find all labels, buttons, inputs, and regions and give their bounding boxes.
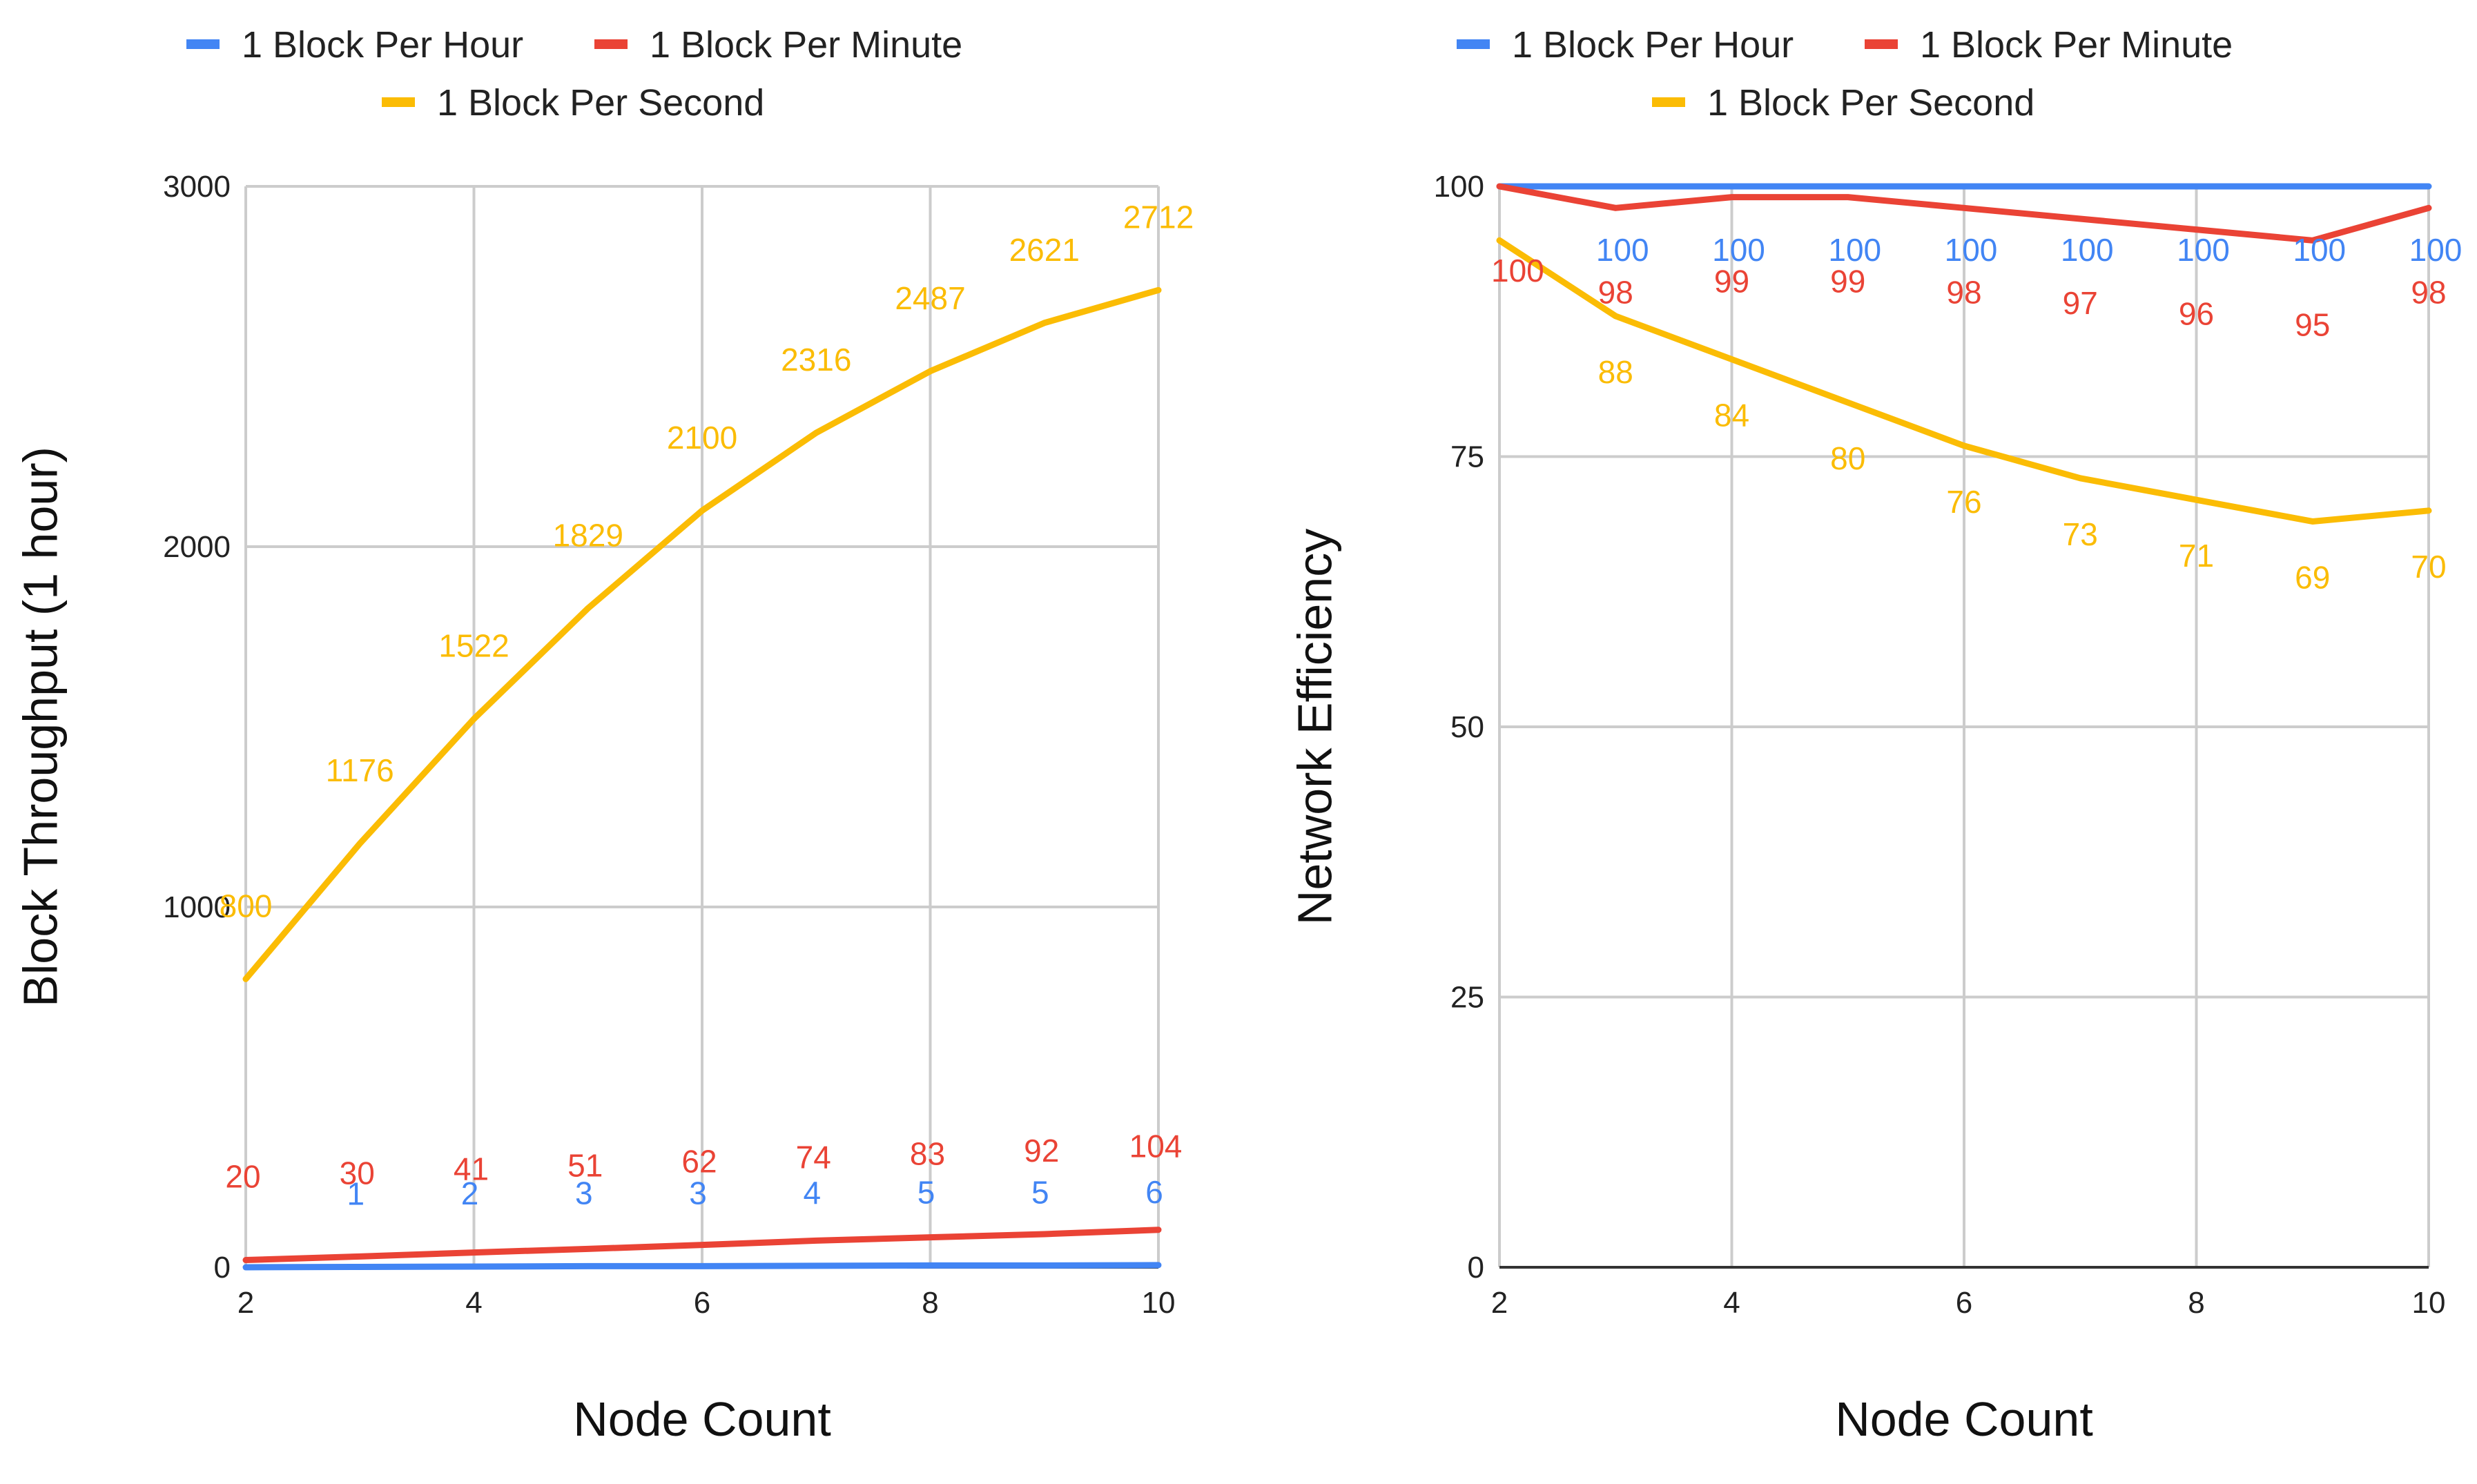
chart1-series-line-1 [242, 1262, 1162, 1271]
chart1-data-label-s2-p2: 30 [340, 1155, 375, 1191]
chart2-data-label-s3-p4: 80 [1830, 440, 1865, 476]
chart2-data-label-s1-p6: 100 [2061, 232, 2114, 268]
chart2-data-label-s1-p9: 100 [2409, 232, 2463, 268]
chart2-data-label-s2-p7: 96 [2179, 296, 2214, 332]
chart2-y-tick-label-5: 100 [1434, 170, 1484, 204]
chart2-y-tick-label-4: 75 [1450, 440, 1484, 474]
chart2-data-label-s2-p1: 100 [1491, 253, 1544, 289]
chart1-data-label-s3-p4: 1829 [553, 517, 623, 553]
chart1-data-label-s3-p5: 2100 [667, 420, 737, 456]
chart1-x-tick-label-5: 10 [1142, 1286, 1176, 1320]
chart2-x-tick-label-5: 10 [2412, 1286, 2446, 1320]
chart2-data-label-s1-p7: 100 [2177, 232, 2230, 268]
chart2-y-axis-title: Network Efficiency [1288, 529, 1341, 925]
chart1-data-label-s3-p8: 2621 [1009, 232, 1080, 268]
chart2-x-tick-label-2: 4 [1723, 1286, 1740, 1320]
chart2-series-line-2 [1496, 183, 2432, 244]
chart2-legend-label-2: 1 Block Per Minute [1920, 24, 2233, 66]
chart1-data-label-s1-p8: 5 [1031, 1174, 1049, 1210]
chart2-data-label-s3-p8: 69 [2295, 559, 2330, 595]
chart1-x-tick-label-1: 2 [237, 1286, 254, 1320]
chart2-data-label-s3-p3: 84 [1714, 398, 1749, 433]
chart2-data-label-s1-p5: 100 [1945, 232, 1998, 268]
chart2-data-label-s3-p6: 73 [2063, 516, 2098, 552]
chart1-y-tick-label-2: 1000 [163, 890, 231, 924]
chart1-x-tick-label-2: 4 [465, 1286, 482, 1320]
chart1-y-tick-label-4: 3000 [163, 170, 231, 204]
chart1-data-label-s2-p9: 104 [1129, 1129, 1183, 1164]
chart2-data-label-s2-p3: 99 [1714, 264, 1749, 300]
chart1-data-label-s2-p1: 20 [225, 1159, 260, 1195]
chart1-data-label-s2-p3: 41 [454, 1151, 489, 1187]
chart1-data-label-s2-p5: 62 [681, 1144, 717, 1180]
chart2-data-label-s2-p9: 98 [2411, 274, 2446, 310]
chart1-data-label-s1-p7: 5 [917, 1174, 935, 1210]
chart2-data-label-s3-p2: 88 [1598, 354, 1633, 390]
chart1-x-tick-label-4: 8 [922, 1286, 938, 1320]
chart1-legend-label-3: 1 Block Per Second [437, 82, 764, 124]
chart2-legend-label-3: 1 Block Per Second [1707, 82, 2034, 124]
chart2-data-label-s1-p2: 100 [1596, 232, 1649, 268]
chart1-x-axis-title: Node Count [573, 1392, 831, 1446]
chart1-data-label-s2-p8: 92 [1024, 1133, 1059, 1169]
chart1-data-label-s3-p9: 2712 [1123, 199, 1194, 235]
chart1-data-label-s3-p2: 1176 [326, 752, 394, 788]
chart2-x-tick-label-1: 2 [1491, 1286, 1508, 1320]
chart1-data-label-s1-p3: 2 [461, 1175, 479, 1211]
chart1-series-line-3 [242, 286, 1162, 982]
chart2-data-label-s2-p5: 98 [1946, 274, 1981, 310]
chart1-data-label-s1-p5: 3 [689, 1175, 707, 1211]
chart2-data-label-s2-p4: 99 [1830, 264, 1865, 300]
chart2-data-label-s1-p4: 100 [1828, 232, 1881, 268]
chart1-legend-label-1: 1 Block Per Hour [242, 24, 523, 66]
chart1-y-tick-label-1: 0 [214, 1251, 231, 1285]
chart1-data-label-s2-p6: 74 [796, 1139, 831, 1175]
chart2-y-tick-label-2: 25 [1450, 981, 1484, 1015]
chart1-data-label-s3-p1: 800 [220, 888, 273, 924]
chart2-legend-label-1: 1 Block Per Hour [1512, 24, 1794, 66]
chart1-data-label-s2-p7: 83 [910, 1136, 945, 1172]
chart2-x-axis-title: Node Count [1835, 1392, 2093, 1446]
chart2-x-tick-label-4: 8 [2188, 1286, 2204, 1320]
chart1-y-axis-title: Block Throughput (1 hour) [13, 447, 67, 1007]
chart2-data-label-s2-p2: 98 [1598, 274, 1633, 310]
chart1-y-tick-label-3: 2000 [163, 530, 231, 564]
chart2-data-label-s2-p6: 97 [2063, 285, 2098, 321]
chart1-data-label-s3-p7: 2487 [895, 280, 965, 316]
chart2-y-tick-label-1: 0 [1468, 1251, 1484, 1285]
chart1-legend-label-2: 1 Block Per Minute [650, 24, 962, 66]
chart1-series-line-2 [242, 1227, 1162, 1264]
chart1-data-label-s1-p2: 1 [347, 1175, 365, 1211]
chart2-x-tick-label-3: 6 [1956, 1286, 1972, 1320]
chart1-data-label-s3-p3: 1522 [438, 628, 509, 664]
chart2-data-label-s3-p9: 70 [2411, 549, 2446, 585]
chart1-data-label-s1-p4: 3 [575, 1175, 593, 1211]
chart1-data-label-s3-p6: 2316 [781, 342, 851, 378]
chart1-data-label-s1-p9: 6 [1145, 1174, 1163, 1210]
chart2-series-line-3 [1496, 237, 2432, 525]
chart2-data-label-s1-p8: 100 [2293, 232, 2346, 268]
chart1-x-tick-label-3: 6 [694, 1286, 710, 1320]
chart2-data-label-s3-p7: 71 [2179, 538, 2214, 574]
chart2-data-label-s2-p8: 95 [2295, 306, 2330, 342]
chart1-data-label-s1-p6: 4 [803, 1175, 821, 1211]
chart2-data-label-s3-p5: 76 [1946, 484, 1981, 520]
chart2-data-label-s1-p3: 100 [1712, 232, 1765, 268]
chart2-y-tick-label-3: 50 [1450, 710, 1484, 744]
chart1-data-label-s2-p4: 51 [567, 1147, 603, 1183]
